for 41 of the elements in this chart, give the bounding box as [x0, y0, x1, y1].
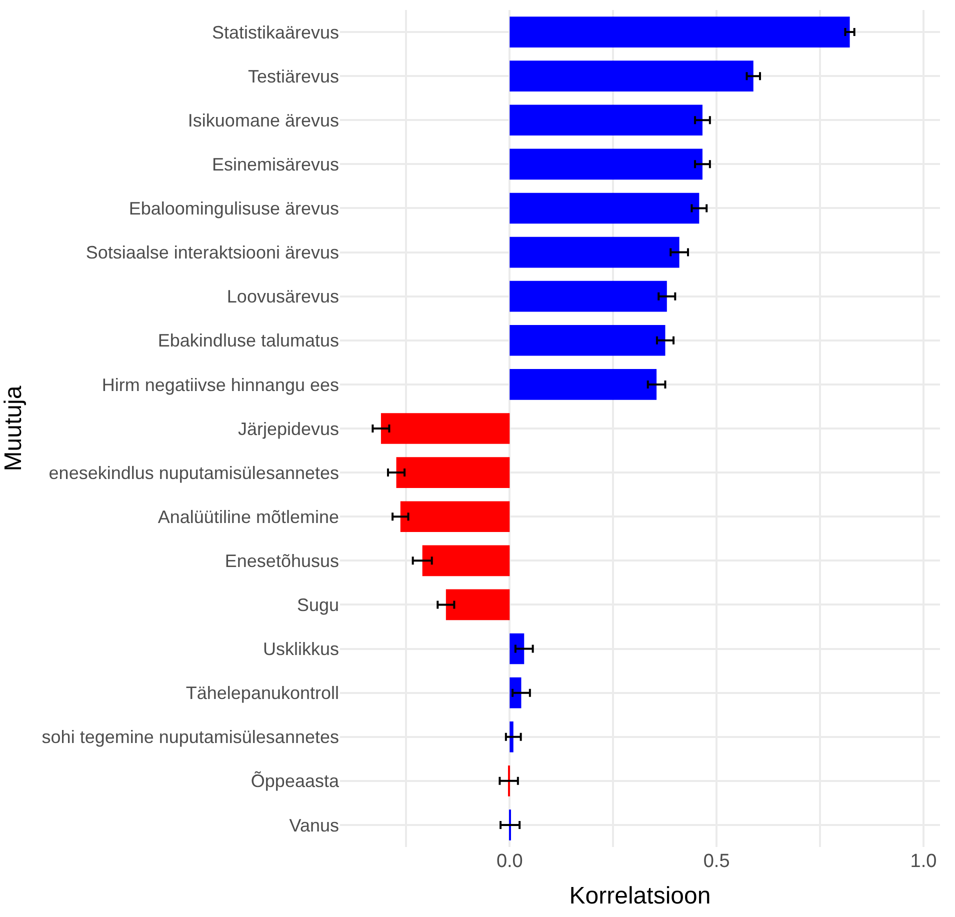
- y-tick-label: Analüütiline mõtlemine: [158, 506, 339, 527]
- y-tick-label: Sotsiaalse interaktsiooni ärevus: [86, 242, 339, 263]
- bar: [510, 721, 514, 752]
- y-tick-label: Õppeaasta: [250, 771, 340, 792]
- bar: [510, 369, 657, 400]
- bar: [510, 104, 702, 136]
- bar: [510, 60, 754, 92]
- y-tick-label: Loovusärevus: [226, 286, 339, 307]
- y-tick-label: enesekindlus nuputamisülesannetes: [48, 462, 339, 483]
- y-tick-label: Esinemisärevus: [212, 154, 339, 174]
- y-axis-title: Muutuja: [0, 385, 27, 472]
- bar: [446, 589, 510, 620]
- bar: [380, 413, 510, 444]
- y-tick-label: Ebaloomingulisuse ärevus: [128, 198, 339, 219]
- x-tick-label: 1.0: [910, 851, 937, 872]
- y-tick-label: Järjepidevus: [238, 418, 339, 439]
- bar: [510, 192, 700, 224]
- y-tick-label: Hirm negatiivse hinnangu ees: [102, 374, 339, 395]
- bar: [510, 677, 522, 708]
- y-tick-label: Enesetõhusus: [224, 550, 339, 571]
- x-tick-label: 0.0: [496, 851, 523, 872]
- y-tick-label: Usklikkus: [262, 639, 339, 660]
- x-axis-title: Korrelatsioon: [569, 882, 711, 910]
- x-tick-label: 0.5: [703, 851, 730, 872]
- bar: [510, 236, 680, 268]
- y-tick-label: Sugu: [296, 595, 339, 616]
- y-tick-label: Tähelepanukontroll: [186, 683, 339, 704]
- y-tick-label: Isikuomane ärevus: [188, 110, 339, 130]
- y-tick-label: Testiärevus: [248, 66, 339, 86]
- bar: [510, 148, 702, 180]
- y-tick-label: Vanus: [289, 815, 339, 836]
- bar: [510, 16, 850, 48]
- bar: [422, 545, 510, 576]
- bar: [396, 457, 510, 488]
- bar: [510, 280, 667, 312]
- bar: [510, 633, 524, 664]
- y-tick-label: sohi tegemine nuputamisülesannetes: [42, 727, 339, 748]
- bar: [510, 324, 666, 356]
- y-tick-label: Ebakindluse talumatus: [158, 330, 339, 351]
- y-tick-label: Statistikaärevus: [212, 22, 339, 42]
- bar: [400, 501, 510, 532]
